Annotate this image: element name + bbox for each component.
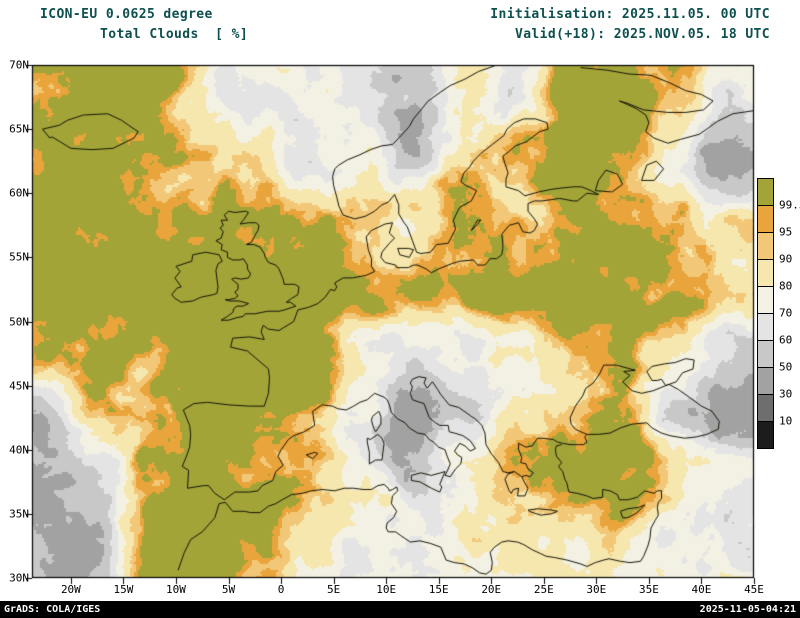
lon-tick-label-0: 0 xyxy=(277,583,285,596)
colorbar-level-30: 30 xyxy=(779,387,793,401)
creation-timestamp: 2025-11-05-04:21 xyxy=(699,604,796,615)
colorbar-level-99.5: 99.5 xyxy=(779,198,800,212)
lon-tick-label-45E: 45E xyxy=(744,583,764,596)
lon-tick-label-30E: 30E xyxy=(586,583,607,596)
lat-tick-label-70N: 70N xyxy=(9,58,29,72)
colorbar-level-70: 70 xyxy=(779,306,793,320)
colorbar-level-90: 90 xyxy=(779,252,793,266)
lon-tick-label-10E: 10E xyxy=(376,583,397,596)
variable-title: Total Clouds [ %] xyxy=(100,27,249,42)
lon-tick-label-35E: 35E xyxy=(638,583,659,596)
lon-tick-label-15W: 15W xyxy=(113,583,134,596)
lat-tick-label-50N: 50N xyxy=(9,315,29,328)
initialisation-time: Initialisation: 2025.11.05. 00 UTC xyxy=(490,7,770,22)
lon-tick-label-5W: 5W xyxy=(221,583,236,596)
colorbar-cell-2 xyxy=(757,232,774,260)
lon-tick-label-15E: 15E xyxy=(428,583,449,596)
lon-tick-label-10W: 10W xyxy=(166,583,186,596)
valid-time: Valid(+18): 2025.NOV.05. 18 UTC xyxy=(514,27,770,42)
colorbar-cell-1 xyxy=(757,205,774,233)
colorbar-level-95: 95 xyxy=(779,225,793,239)
colorbar-cell-4 xyxy=(757,286,774,314)
model-title: ICON-EU 0.0625 degree xyxy=(40,7,213,22)
lat-tick-label-40N: 40N xyxy=(9,443,29,457)
colorbar-cell-5 xyxy=(757,313,774,341)
lon-tick-label-20E: 20E xyxy=(481,583,502,596)
lat-tick-label-60N: 60N xyxy=(9,186,29,200)
colorbar-cell-6 xyxy=(757,340,774,368)
lon-tick-label-25E: 25E xyxy=(533,583,554,596)
lat-tick-label-65N: 65N xyxy=(9,122,29,136)
colorbar-cell-3 xyxy=(757,259,774,287)
lon-tick-label-5E: 5E xyxy=(326,583,341,596)
footer-bar: GrADS: COLA/IGES 2025-11-05-04:21 xyxy=(0,601,800,618)
colorbar-level-10: 10 xyxy=(779,414,793,428)
lat-tick-label-55N: 55N xyxy=(9,250,29,264)
colorbar-cell-8 xyxy=(757,394,774,422)
lat-tick-label-45N: 45N xyxy=(9,379,29,393)
colorbar-level-80: 80 xyxy=(779,279,793,293)
colorbar-cell-7 xyxy=(757,367,774,395)
lon-tick-label-20W: 20W xyxy=(60,583,81,596)
colorbar-level-60: 60 xyxy=(779,333,793,347)
colorbar-cell-9 xyxy=(757,421,774,449)
colorbar-cell-0 xyxy=(757,178,774,206)
colorbar-level-50: 50 xyxy=(779,360,793,374)
lon-tick-label-40E: 40E xyxy=(691,583,712,596)
lat-tick-label-30N: 30N xyxy=(9,571,29,585)
grads-credit: GrADS: COLA/IGES xyxy=(4,604,101,615)
lat-tick-label-35N: 35N xyxy=(9,507,29,521)
